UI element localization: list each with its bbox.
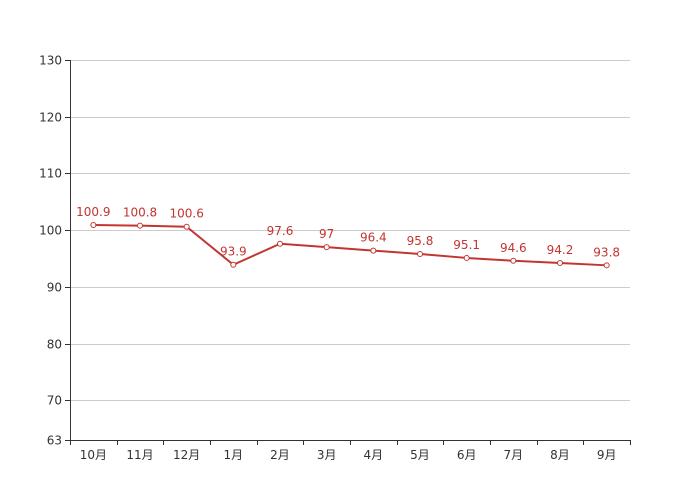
y-tick-label: 120 [39,111,62,125]
data-label: 100.6 [169,207,203,221]
data-point [137,222,143,229]
data-label: 95.8 [407,234,434,248]
y-tick-label: 100 [39,224,62,238]
data-point [183,223,190,230]
data-label: 95.1 [453,238,480,252]
data-label: 100.8 [123,206,157,220]
data-label: 93.9 [220,245,247,259]
y-tick-label: 63 [47,434,62,448]
data-point [417,250,423,257]
data-label: 97 [319,227,334,241]
x-tick-label: 12月 [173,448,200,462]
data-point [230,261,237,268]
x-tick-label: 3月 [317,448,337,462]
x-tick-label: 9月 [597,448,617,462]
data-point [557,260,563,267]
x-tick-label: 7月 [504,448,524,462]
x-tick-label: 1月 [224,448,244,462]
y-tick-label: 130 [39,54,62,68]
data-point [463,254,470,261]
data-point [510,257,517,264]
data-point [603,262,610,269]
x-tick-label: 4月 [364,448,384,462]
data-point [277,240,283,247]
series [90,222,610,269]
x-tick-label: 2月 [270,448,290,462]
axes: 63 70 80 90 100 110 120 130 10月 11月 12月 1月 2月 3月 4月 5月 6… [39,54,631,462]
x-tick-label: 10月 [80,448,107,462]
data-label: 94.6 [500,241,527,255]
x-tick-label: 5月 [410,448,430,462]
data-point [370,247,377,254]
data-label: 96.4 [360,231,387,245]
data-label: 97.6 [267,224,294,238]
x-tick-label: 8月 [550,448,570,462]
series-line [93,224,607,267]
x-tick-label: 11月 [126,448,153,462]
y-tick-label: 110 [39,167,62,181]
x-tick-label: 6月 [457,448,477,462]
data-label: 94.2 [547,243,574,257]
data-label: 93.8 [593,245,620,259]
data-point [90,222,97,229]
y-tick-label: 80 [47,338,62,352]
data-label: 100.9 [76,205,110,219]
data-point [323,244,330,251]
data-labels: 100.9 100.8 100.6 93.9 97.6 97 96.4 95.8 95.1 94.… [76,205,620,259]
y-tick-label: 70 [47,394,62,408]
grid-lines [70,60,630,401]
y-tick-label: 90 [47,281,62,295]
